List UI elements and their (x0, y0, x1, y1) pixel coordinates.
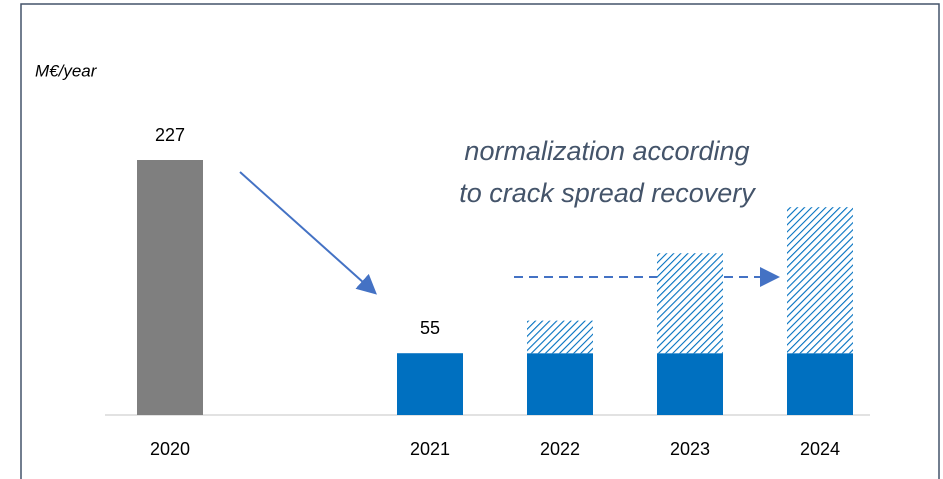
x-tick-label: 2021 (410, 439, 450, 459)
annotation: to crack spread recovery (459, 178, 756, 208)
bar (527, 353, 593, 415)
x-tick-label: 2020 (150, 439, 190, 459)
frame (20, 3, 940, 479)
x-tick-label: 2022 (540, 439, 580, 459)
bar (397, 353, 463, 415)
bar (657, 353, 723, 415)
bar (657, 253, 723, 354)
bar (527, 320, 593, 354)
data-label: 55 (420, 318, 440, 338)
x-tick-label: 2023 (670, 439, 710, 459)
bar (787, 353, 853, 415)
bar (787, 207, 853, 354)
bar (137, 160, 203, 415)
x-tick-label: 2024 (800, 439, 840, 459)
data-label: 227 (155, 125, 185, 145)
annotation: normalization according (464, 136, 749, 166)
y-axis-label: M€/year (35, 61, 98, 80)
arrow (239, 171, 377, 295)
